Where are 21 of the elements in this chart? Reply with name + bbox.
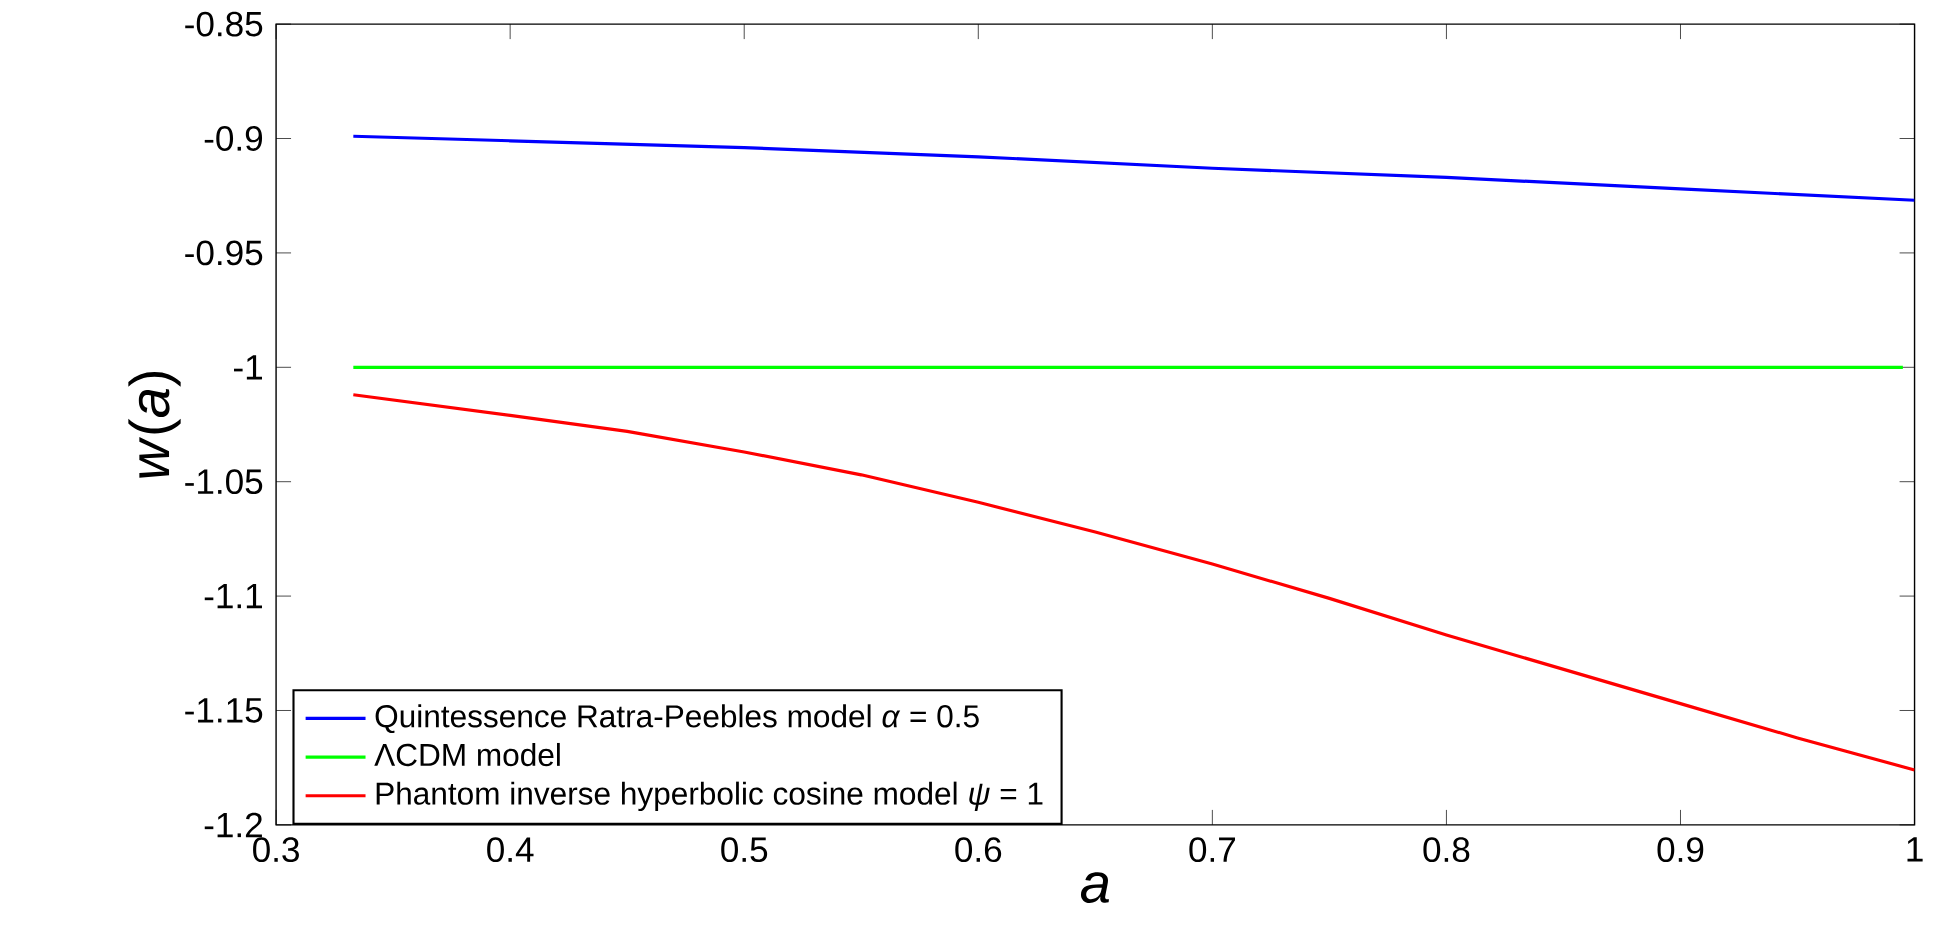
y-axis-title: w(a) <box>128 372 181 478</box>
legend-label: Phantom inverse hyperbolic cosine model ψ = 1 <box>376 781 1043 812</box>
x-tick-label: 0.5 <box>721 837 768 863</box>
y-tick-label: -1.15 <box>185 698 263 723</box>
legend-label: ΛCDM model <box>374 743 560 767</box>
x-tick-label: 0.3 <box>253 837 299 863</box>
y-tick-label: -0.9 <box>204 126 263 152</box>
x-tick-label: 0.4 <box>487 837 534 863</box>
x-tick-label: 0.9 <box>1657 837 1704 863</box>
legend-label: Quintessence Ratra-Peebles model α = 0.5 <box>375 704 979 734</box>
x-tick-label: 0.7 <box>1189 837 1236 863</box>
x-tick-label: 1 <box>1907 837 1923 862</box>
x-tick-label: 0.8 <box>1423 837 1470 863</box>
y-tick-label: -1.05 <box>185 469 263 495</box>
y-tick-label: -1.2 <box>204 812 262 838</box>
y-tick-label: -0.85 <box>185 11 263 37</box>
x-axis-title: a <box>1080 872 1109 904</box>
y-tick-label: -1.1 <box>204 584 262 609</box>
y-tick-label: -1 <box>234 355 262 380</box>
y-tick-label: -0.95 <box>185 240 263 266</box>
x-tick-label: 0.6 <box>955 837 1002 863</box>
